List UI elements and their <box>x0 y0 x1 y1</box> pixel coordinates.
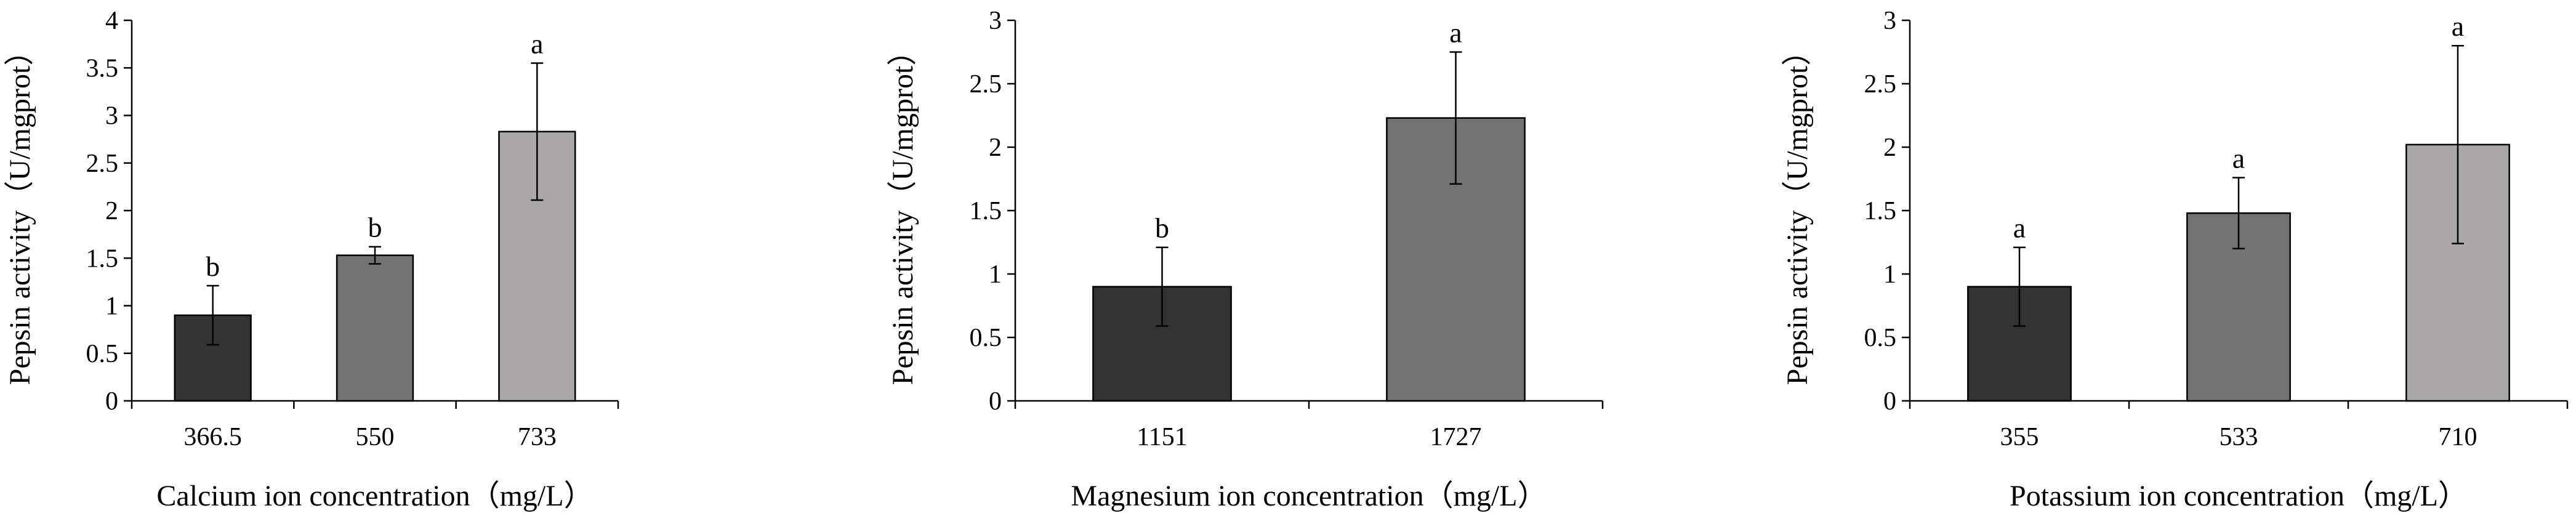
y-tick-label: 0.5 <box>970 324 1002 352</box>
y-tick-label: 2.5 <box>970 70 1002 99</box>
x-axis-title: Magnesium ion concentration（mg/L） <box>1071 480 1547 512</box>
y-tick-label: 3 <box>1883 7 1896 35</box>
y-tick-label: 1.5 <box>86 244 119 273</box>
significance-label: b <box>206 251 220 282</box>
y-tick-label: 0 <box>105 387 118 416</box>
x-category-label: 550 <box>356 423 395 451</box>
y-tick-label: 2 <box>105 197 118 225</box>
chart-panel-2: 0 0.5 1 1.5 2 2.5 3 b 1151 a 1727 Magnesium ion con… <box>887 7 1604 512</box>
significance-label: a <box>1449 17 1462 49</box>
y-axis-title: Pepsin activity（U/mgprot） <box>4 36 36 385</box>
y-tick-label: 2 <box>1883 134 1896 162</box>
x-category-label: 366.5 <box>183 423 242 451</box>
y-tick-label: 4 <box>105 7 118 35</box>
y-axis-title: Pepsin activity（U/mgprot） <box>887 36 919 385</box>
x-category-label: 533 <box>2220 423 2258 451</box>
x-category-label: 710 <box>2439 423 2477 451</box>
y-tick-label: 0.5 <box>86 340 119 368</box>
significance-label: b <box>368 212 382 243</box>
significance-label: a <box>531 28 543 60</box>
y-tick-label: 1 <box>1883 260 1896 289</box>
chart-panel-1: 0 0.5 1 1.5 2 2.5 3 3.5 4 b 366.5 b 550 a 733 Calcium i… <box>4 7 619 512</box>
x-category-label: 733 <box>518 423 557 451</box>
x-category-label: 1151 <box>1137 423 1187 451</box>
y-tick-label: 2.5 <box>86 150 119 178</box>
significance-label: a <box>2232 142 2245 174</box>
y-tick-label: 1.5 <box>1864 197 1897 225</box>
y-tick-label: 1 <box>105 292 118 321</box>
y-tick-label: 0 <box>1883 387 1896 416</box>
y-tick-label: 3.5 <box>86 54 119 83</box>
x-axis-title: Potassium ion concentration（mg/L） <box>2010 480 2468 512</box>
y-tick-label: 0 <box>989 387 1002 416</box>
significance-label: b <box>1155 212 1169 244</box>
y-tick-label: 2.5 <box>1864 70 1897 99</box>
x-category-label: 355 <box>2000 423 2039 451</box>
y-tick-label: 3 <box>105 102 118 131</box>
chart-panel-3: 0 0.5 1 1.5 2 2.5 3 a 355 a 533 a 710 Potassium ion c… <box>1781 7 2569 512</box>
y-tick-label: 0.5 <box>1864 324 1897 352</box>
bar <box>336 254 414 402</box>
significance-label: a <box>2452 10 2464 42</box>
y-tick-label: 3 <box>989 7 1002 35</box>
x-axis-title: Calcium ion concentration（mg/L） <box>156 480 593 512</box>
y-tick-label: 2 <box>989 134 1002 162</box>
y-tick-label: 1 <box>989 260 1002 289</box>
significance-label: a <box>2013 212 2026 244</box>
y-tick-label: 1.5 <box>970 197 1002 225</box>
y-axis-title: Pepsin activity（U/mgprot） <box>1781 36 1814 385</box>
x-category-label: 1727 <box>1430 423 1482 451</box>
